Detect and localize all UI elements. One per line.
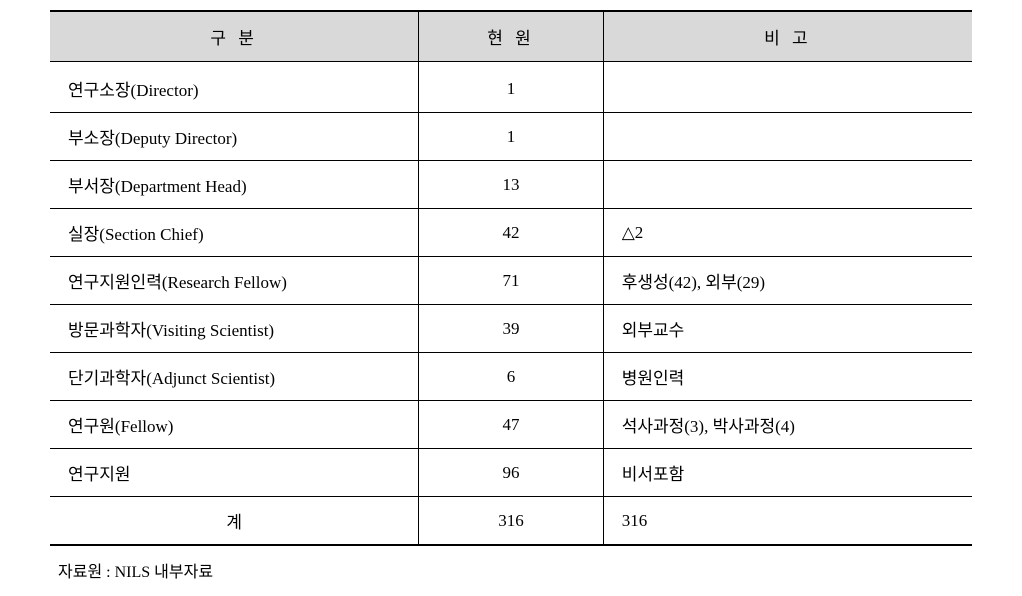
- table-row: 연구소장(Director) 1: [50, 62, 972, 113]
- cell-category: 단기과학자(Adjunct Scientist): [50, 353, 419, 401]
- cell-note: △2: [603, 209, 972, 257]
- table-row: 부서장(Department Head) 13: [50, 161, 972, 209]
- cell-count: 47: [419, 401, 603, 449]
- cell-note: 316: [603, 497, 972, 546]
- table-row: 연구지원인력(Research Fellow) 71 후생성(42), 외부(2…: [50, 257, 972, 305]
- cell-count: 6: [419, 353, 603, 401]
- header-category: 구 분: [50, 11, 419, 62]
- cell-count: 1: [419, 62, 603, 113]
- table-row: 부소장(Deputy Director) 1: [50, 113, 972, 161]
- cell-category: 실장(Section Chief): [50, 209, 419, 257]
- cell-note: [603, 113, 972, 161]
- cell-count: 39: [419, 305, 603, 353]
- cell-note: 외부교수: [603, 305, 972, 353]
- cell-note: [603, 62, 972, 113]
- table-row: 연구원(Fellow) 47 석사과정(3), 박사과정(4): [50, 401, 972, 449]
- cell-category: 방문과학자(Visiting Scientist): [50, 305, 419, 353]
- cell-category: 계: [50, 497, 419, 546]
- cell-count: 71: [419, 257, 603, 305]
- table-header-row: 구 분 현 원 비 고: [50, 11, 972, 62]
- cell-count: 1: [419, 113, 603, 161]
- cell-count: 42: [419, 209, 603, 257]
- cell-category: 부서장(Department Head): [50, 161, 419, 209]
- personnel-table: 구 분 현 원 비 고 연구소장(Director) 1 부소장(Deputy …: [50, 10, 972, 546]
- table-row-total: 계 316 316: [50, 497, 972, 546]
- cell-note: 후생성(42), 외부(29): [603, 257, 972, 305]
- cell-note: 석사과정(3), 박사과정(4): [603, 401, 972, 449]
- table-row: 단기과학자(Adjunct Scientist) 6 병원인력: [50, 353, 972, 401]
- cell-category: 부소장(Deputy Director): [50, 113, 419, 161]
- cell-note: [603, 161, 972, 209]
- cell-note: 병원인력: [603, 353, 972, 401]
- cell-note: 비서포함: [603, 449, 972, 497]
- table-row: 연구지원 96 비서포함: [50, 449, 972, 497]
- cell-category: 연구원(Fellow): [50, 401, 419, 449]
- table-row: 방문과학자(Visiting Scientist) 39 외부교수: [50, 305, 972, 353]
- cell-count: 96: [419, 449, 603, 497]
- cell-category: 연구지원인력(Research Fellow): [50, 257, 419, 305]
- table-row: 실장(Section Chief) 42 △2: [50, 209, 972, 257]
- header-note: 비 고: [603, 11, 972, 62]
- cell-category: 연구소장(Director): [50, 62, 419, 113]
- cell-category: 연구지원: [50, 449, 419, 497]
- cell-count: 13: [419, 161, 603, 209]
- cell-count: 316: [419, 497, 603, 546]
- source-note: 자료원 : NILS 내부자료: [50, 558, 972, 582]
- header-count: 현 원: [419, 11, 603, 62]
